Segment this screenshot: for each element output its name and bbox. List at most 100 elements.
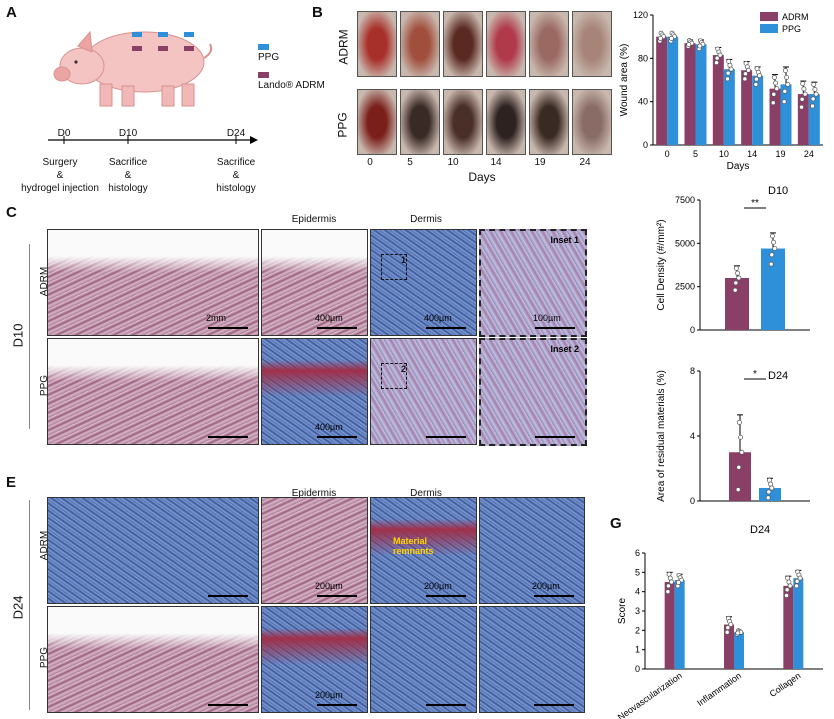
- data-point: [800, 81, 806, 87]
- data-point: [735, 270, 741, 276]
- data-point: [724, 629, 730, 635]
- day-label-0: 0: [367, 157, 373, 168]
- scale-bar: [317, 436, 357, 438]
- scale-bar: [317, 327, 357, 329]
- scale-bar: [426, 704, 466, 706]
- timeline-day-d0: D0: [57, 128, 71, 139]
- data-point: [757, 73, 762, 79]
- y-tick-label: 4: [635, 587, 640, 597]
- y-axis-label: Area of residual materials (%): [656, 370, 667, 502]
- data-point: [686, 42, 692, 47]
- scale-bar: [208, 704, 248, 706]
- data-point: [738, 434, 744, 440]
- y-tick-label: 4: [690, 431, 695, 441]
- col-header-epidermis-e: Epidermis: [291, 488, 337, 499]
- scale-bar: [317, 704, 357, 706]
- x-axis-label: Days: [727, 161, 750, 172]
- data-point: [766, 489, 772, 495]
- data-point: [787, 583, 793, 589]
- histology-e-adrm-overview: [47, 497, 259, 604]
- scale-bar: [317, 595, 357, 597]
- group-divider-c: [29, 244, 30, 429]
- data-point: [801, 86, 807, 92]
- wound-photo: [529, 89, 569, 155]
- y-tick-label: 7500: [675, 195, 695, 205]
- data-point: [781, 99, 787, 105]
- wound-photo: [486, 11, 526, 77]
- data-point: [813, 91, 819, 97]
- scale-bar-label: 400µm: [424, 313, 452, 323]
- residual-materials-chart: 0 4 8 Area of residual materials (%) D24 *: [656, 366, 810, 506]
- data-point: [797, 575, 803, 581]
- wound-photo: [400, 11, 440, 77]
- bar: [780, 84, 792, 145]
- scale-bar: [535, 436, 575, 438]
- significance-marker: *: [753, 369, 757, 380]
- data-point: [742, 76, 748, 82]
- bar: [734, 632, 744, 669]
- x-tick-label: 24: [804, 149, 814, 159]
- data-point: [735, 630, 741, 636]
- histology-c-adrm-overview: 2mm: [47, 229, 259, 336]
- scale-bar: [534, 704, 574, 706]
- row-group-d10: D10: [10, 323, 26, 348]
- scale-bar: [426, 436, 466, 438]
- data-point: [746, 67, 751, 73]
- x-tick-label: 19: [775, 149, 785, 159]
- panel-label-b: B: [312, 4, 323, 21]
- bar: [724, 624, 734, 669]
- scale-bar-label: 100µm: [533, 313, 561, 323]
- day-label-14: 14: [490, 157, 502, 168]
- significance-marker: **: [751, 198, 759, 209]
- data-point: [768, 261, 774, 267]
- timeline-day-d10: D10: [118, 128, 138, 139]
- histology-e-adrm-dermis: 200µm Material remnants: [370, 497, 477, 604]
- data-point: [714, 60, 719, 66]
- data-point: [810, 96, 816, 102]
- data-point: [771, 74, 777, 80]
- x-tick-label: Inflammation: [695, 670, 743, 708]
- row-label-adrm: ADRM: [336, 29, 351, 65]
- histology-e-adrm-dermis-2: 200µm: [479, 497, 585, 604]
- bar: [741, 70, 753, 145]
- material-remnants-annotation: Material remnants: [393, 536, 434, 556]
- data-point: [811, 82, 817, 88]
- pig-illustration: [53, 30, 213, 107]
- y-tick-label: 2: [635, 625, 640, 635]
- y-tick-label: 3: [635, 606, 640, 616]
- data-point: [769, 485, 775, 491]
- wound-photo: [529, 11, 569, 77]
- data-point: [669, 579, 674, 585]
- day-label-24: 24: [579, 157, 591, 168]
- scale-bar-label: 200µm: [424, 581, 452, 591]
- y-tick-label: 8: [690, 366, 695, 376]
- data-point: [736, 275, 742, 281]
- data-point: [785, 81, 791, 87]
- inset-title: Inset 1: [550, 235, 579, 245]
- data-point: [733, 280, 739, 286]
- y-tick-label: 5: [635, 567, 640, 577]
- y-axis-label: Wound area (%): [619, 44, 630, 117]
- data-point: [753, 81, 759, 87]
- bar: [684, 43, 696, 145]
- wound-photo: [400, 89, 440, 155]
- data-point: [799, 104, 804, 110]
- bar: [797, 94, 809, 145]
- scale-bar-label: 2mm: [206, 313, 226, 323]
- scale-bar-label: 200µm: [532, 581, 560, 591]
- bar: [674, 580, 685, 669]
- data-point: [736, 464, 742, 470]
- timeline-day-d24: D24: [226, 128, 246, 139]
- data-point: [812, 86, 818, 92]
- data-point: [658, 35, 663, 41]
- bar: [667, 36, 679, 145]
- y-tick-label: 0: [690, 325, 695, 335]
- data-point: [717, 52, 723, 58]
- data-point: [736, 419, 742, 425]
- inset-title: Inset 2: [550, 344, 579, 354]
- data-point: [774, 86, 780, 92]
- y-tick-label: 2500: [675, 282, 695, 292]
- data-point: [769, 252, 775, 258]
- y-tick-label: 40: [638, 97, 648, 107]
- chart-title: D24: [768, 370, 788, 382]
